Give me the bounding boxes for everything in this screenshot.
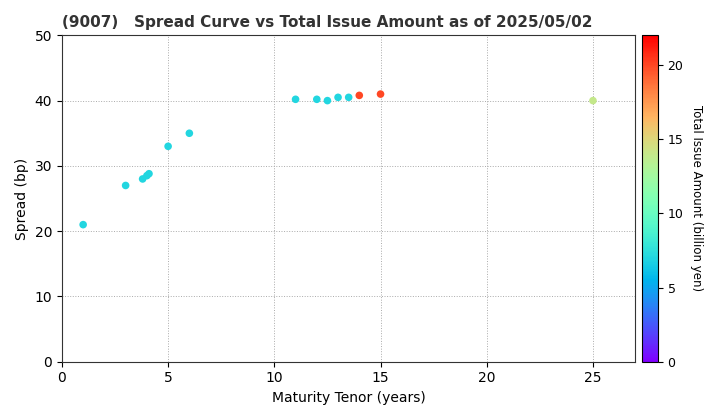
Point	[333, 94, 344, 101]
Point	[354, 92, 365, 99]
Point	[322, 97, 333, 104]
Point	[143, 171, 155, 177]
Point	[343, 94, 354, 101]
Point	[290, 96, 302, 102]
Y-axis label: Total Issue Amount (billion yen): Total Issue Amount (billion yen)	[690, 105, 703, 291]
Point	[311, 96, 323, 102]
Point	[184, 130, 195, 136]
Point	[162, 143, 174, 150]
Y-axis label: Spread (bp): Spread (bp)	[15, 158, 29, 239]
Point	[375, 91, 387, 97]
Text: (9007)   Spread Curve vs Total Issue Amount as of 2025/05/02: (9007) Spread Curve vs Total Issue Amoun…	[62, 15, 593, 30]
Point	[120, 182, 131, 189]
Point	[141, 172, 153, 179]
Point	[137, 176, 148, 182]
X-axis label: Maturity Tenor (years): Maturity Tenor (years)	[271, 391, 426, 405]
Point	[588, 97, 599, 104]
Point	[77, 221, 89, 228]
